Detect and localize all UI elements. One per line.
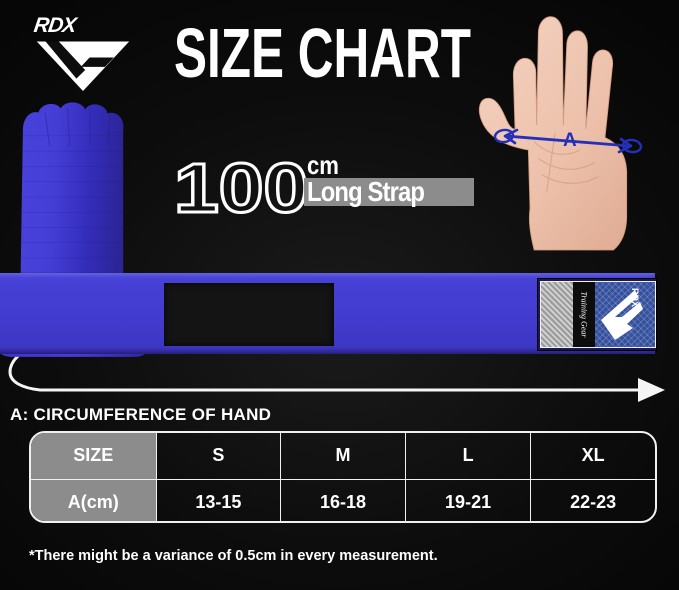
svg-text:A: A — [563, 130, 577, 151]
